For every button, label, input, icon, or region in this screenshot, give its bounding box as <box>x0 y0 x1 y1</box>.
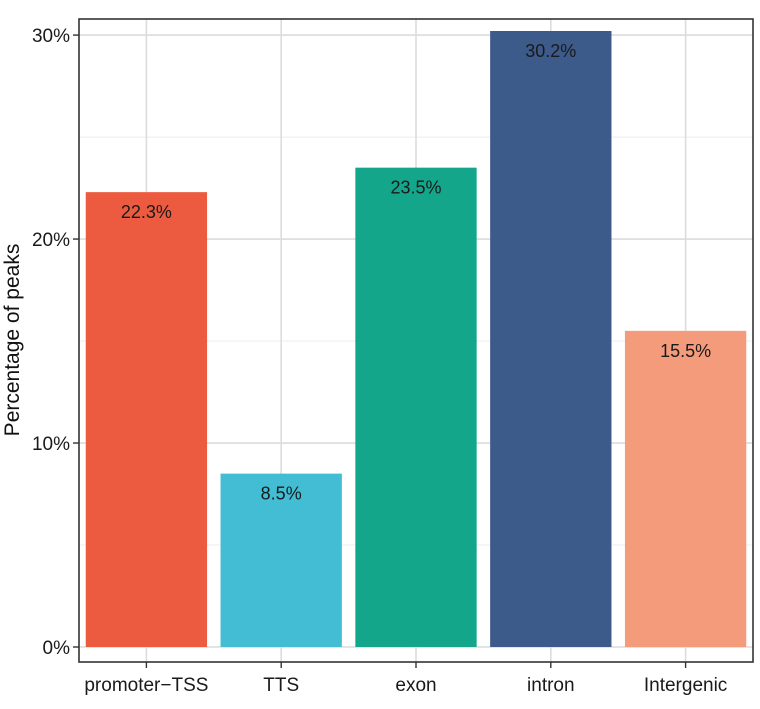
bar-0 <box>85 192 208 647</box>
x-tick-label: TTS <box>263 675 299 696</box>
data-labels: 22.3% 8.5% 23.5% 30.2% 15.5% <box>121 41 711 504</box>
data-label-3: 30.2% <box>525 41 576 61</box>
axes: 0% 10% 20% 30% promoter−TSS TTS exon intron Inte… <box>32 18 754 696</box>
data-label-0: 22.3% <box>121 202 172 222</box>
y-tick-label: 30% <box>32 26 70 47</box>
x-tick-label: promoter−TSS <box>84 675 208 696</box>
bar-4 <box>624 330 747 647</box>
y-tick-label: 10% <box>32 434 70 455</box>
x-tick-label: intron <box>527 675 575 696</box>
y-axis-title: Percentage of peaks <box>1 244 24 437</box>
bars <box>85 31 747 648</box>
bar-3 <box>490 31 612 647</box>
data-label-4: 15.5% <box>660 341 711 361</box>
x-tick-label: exon <box>395 675 436 696</box>
y-tick-label: 0% <box>43 638 71 659</box>
data-label-1: 8.5% <box>261 484 302 504</box>
y-tick-label: 20% <box>32 230 70 251</box>
x-tick-label: Intergenic <box>644 675 727 696</box>
data-label-2: 23.5% <box>390 178 441 198</box>
bar-1 <box>220 473 342 647</box>
bar-2 <box>355 167 477 648</box>
